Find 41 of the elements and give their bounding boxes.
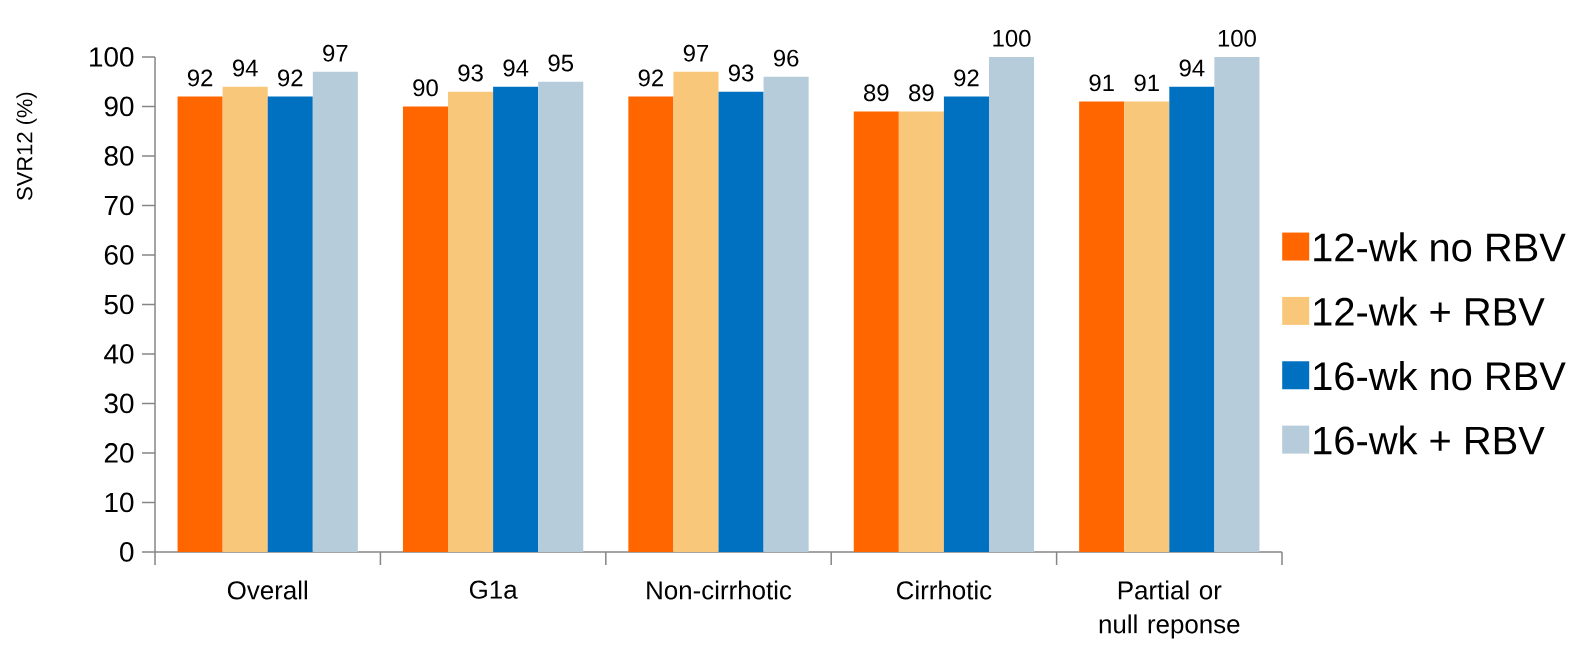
x-tick-label: G1a	[469, 580, 518, 599]
y-tick-label: 30	[104, 393, 134, 414]
x-tick-label: Partial or null reponse	[1099, 580, 1240, 639]
legend-label: 16-wk no RBV	[1314, 361, 1566, 391]
data-label: 95	[548, 54, 574, 72]
y-tick-label: 90	[104, 96, 134, 117]
data-label: 100	[993, 29, 1031, 47]
data-label: 94	[503, 59, 529, 77]
data-label: 94	[233, 59, 258, 77]
data-label: 92	[954, 69, 979, 87]
y-tick-label: 60	[104, 245, 134, 265]
data-label: 92	[638, 69, 663, 87]
data-label: 94	[1179, 59, 1205, 77]
y-axis-title: SVR12 (%)	[16, 92, 37, 200]
y-tick-label: 10	[105, 492, 134, 513]
x-tick-label: Overall	[227, 580, 307, 600]
y-tick-label: 40	[104, 344, 134, 364]
x-tick-label: Non-cirrhotic	[647, 580, 792, 600]
legend-label: 12-wk + RBV	[1314, 296, 1545, 326]
data-label: 97	[323, 44, 348, 62]
data-label: 90	[413, 79, 438, 97]
y-tick-label: 20	[104, 443, 134, 463]
x-tick-label: Cirrhotic	[897, 580, 992, 600]
y-tick-label: 50	[104, 294, 134, 315]
y-tick-label: 0	[120, 542, 134, 562]
data-label: 89	[909, 84, 934, 102]
data-label: 96	[773, 49, 799, 67]
data-label: 97	[683, 44, 709, 62]
data-label: 91	[1134, 74, 1159, 92]
y-tick-label: 80	[104, 146, 134, 166]
y-tick-label: 70	[104, 195, 134, 216]
data-label: 100	[1218, 29, 1256, 47]
data-label: 92	[187, 69, 213, 87]
data-label: 91	[1089, 74, 1114, 92]
data-label: 89	[864, 84, 889, 102]
legend-label: 12-wk no RBV	[1314, 232, 1566, 262]
data-label: 93	[458, 64, 483, 82]
y-tick-label: 100	[90, 47, 134, 67]
legend-label: 16-wk + RBV	[1314, 425, 1545, 455]
data-label: 92	[278, 69, 303, 87]
data-label: 93	[728, 64, 754, 82]
